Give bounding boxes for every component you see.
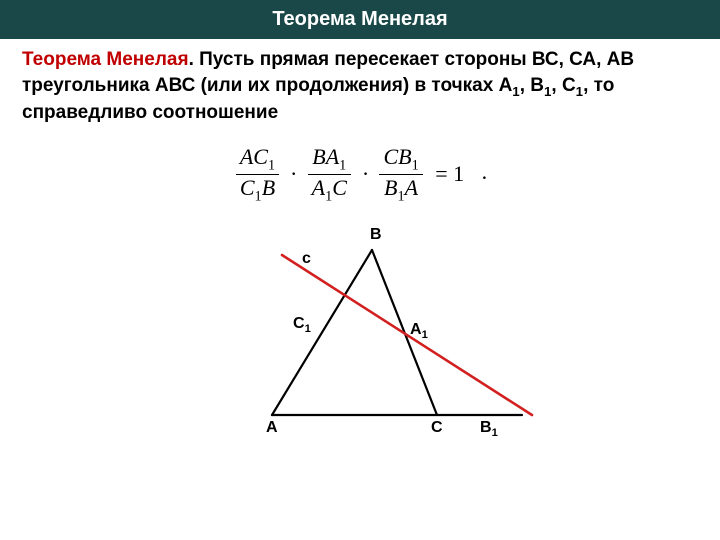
diagram-svg (22, 215, 720, 495)
theorem-body-3: , С (551, 75, 575, 96)
theorem-name: Теорема Менелая (22, 49, 189, 70)
equals: = 1 (435, 161, 464, 187)
mult-dot-1: · (291, 161, 297, 187)
label-A1: A1 (410, 321, 428, 341)
label-C1: C1 (293, 315, 311, 335)
fraction-2: BA1 A1C (308, 144, 351, 205)
formula-period: . (482, 159, 488, 184)
theorem-sub3: 1 (576, 83, 583, 98)
label-c: c (302, 250, 311, 268)
theorem-body-2: , В (520, 75, 544, 96)
fraction-3: CB1 B1A (379, 144, 422, 205)
header-title: Теорема Менелая (272, 8, 447, 30)
theorem-text: Теорема Менелая. Пусть прямая пересекает… (22, 47, 698, 126)
mult-dot-2: · (362, 161, 368, 187)
formula: AC1 C1B · BA1 A1C · CB1 B1A = 1 . (22, 144, 698, 205)
label-B: B (370, 226, 382, 244)
page-header: Теорема Менелая (0, 0, 720, 39)
label-C: C (431, 419, 443, 437)
label-A: A (266, 419, 278, 437)
content-area: Теорема Менелая. Пусть прямая пересекает… (0, 39, 720, 503)
label-B1: B1 (480, 419, 498, 439)
diagram: A B C A1 B1 C1 c (22, 215, 720, 495)
theorem-sub1: 1 (512, 83, 519, 98)
fraction-1: AC1 C1B (236, 144, 279, 205)
